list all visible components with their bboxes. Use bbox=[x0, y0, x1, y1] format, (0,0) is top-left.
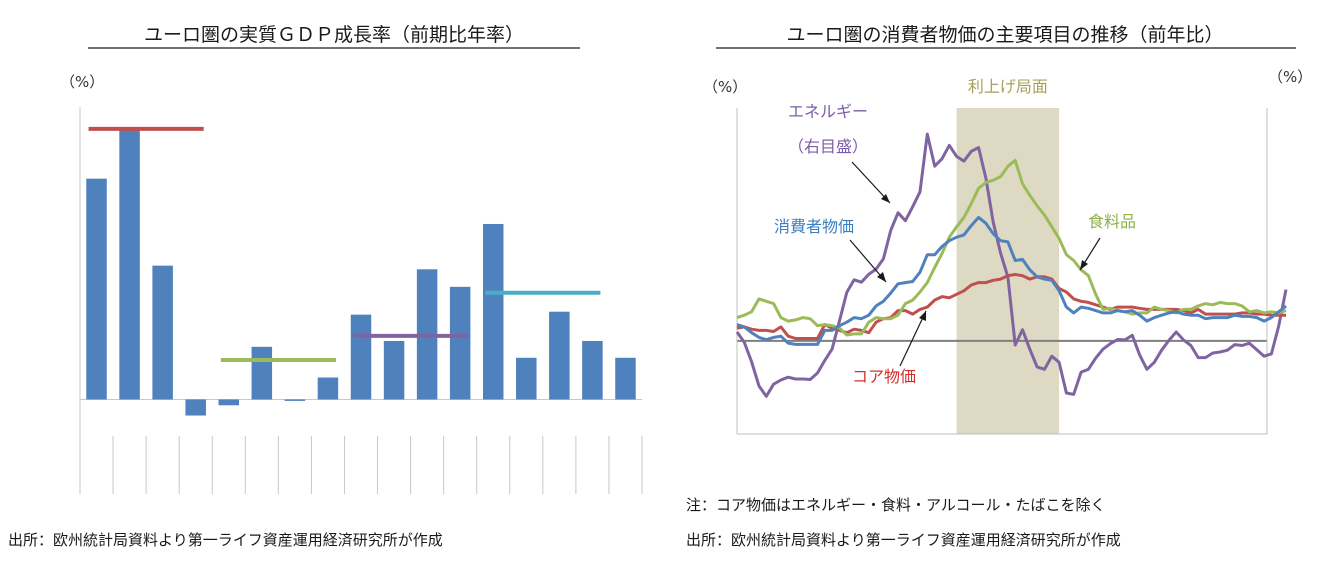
cpi-label: 消費者物価 bbox=[774, 217, 854, 236]
bar-22Q1 bbox=[86, 178, 107, 400]
cpi-arrowhead bbox=[877, 272, 886, 282]
left-unit-label: （%） bbox=[60, 73, 104, 91]
bar-22Q4 bbox=[185, 399, 206, 416]
energy-arrowhead bbox=[881, 194, 890, 203]
food-line bbox=[736, 158, 1287, 337]
right-unit-right: （%） bbox=[1268, 68, 1312, 86]
bar-23Q3 bbox=[284, 399, 306, 401]
food-label: 食料品 bbox=[1088, 212, 1136, 231]
right-chart: ユーロ圏の消費者物価の主要項目の推移（前年比） （%） （%） 利上げ局面 エネ… bbox=[686, 24, 1312, 549]
bar-25Q2 bbox=[516, 357, 537, 400]
right-axes bbox=[736, 108, 1268, 435]
energy-line bbox=[735, 132, 1288, 398]
bar-22Q2 bbox=[119, 130, 140, 400]
bar-26Q1 bbox=[615, 357, 636, 400]
bar-24Q4 bbox=[449, 286, 471, 400]
rate-hike-band bbox=[956, 108, 1060, 434]
left-annual-lines bbox=[88, 126, 601, 362]
core-label: コア物価 bbox=[852, 367, 916, 386]
right-unit-left: （%） bbox=[703, 78, 747, 96]
rate-hike-label: 利上げ局面 bbox=[968, 77, 1048, 96]
left-chart: ユーロ圏の実質ＧＤＰ成長率（前期比年率） （%） 出所：欧州統計局資料より第一ラ… bbox=[8, 24, 643, 549]
right-source: 出所：欧州統計局資料より第一ライフ資産運用経済研究所が作成 bbox=[686, 531, 1121, 549]
right-series-lines bbox=[735, 132, 1288, 398]
bar-25Q3 bbox=[549, 311, 570, 400]
right-note: 注：コア物価はエネルギー・食料・アルコール・たばこを除く bbox=[686, 496, 1106, 514]
energy-label: エネルギー bbox=[788, 102, 868, 121]
rate-hike-shade bbox=[956, 108, 1060, 434]
food-arrowhead bbox=[1080, 260, 1088, 270]
bar-25Q1 bbox=[482, 223, 504, 400]
core-arrow bbox=[899, 310, 927, 367]
energy-axis-note: （右目盛） bbox=[788, 137, 868, 156]
energy-arrow bbox=[851, 161, 891, 204]
left-axes bbox=[79, 107, 643, 494]
bar-22Q3 bbox=[152, 265, 173, 400]
right-chart-title: ユーロ圏の消費者物価の主要項目の推移（前年比） bbox=[786, 24, 1223, 46]
cpi-line bbox=[736, 215, 1287, 346]
bar-23Q1 bbox=[218, 399, 240, 406]
bar-24Q1 bbox=[350, 314, 372, 400]
bar-23Q2 bbox=[251, 346, 273, 400]
left-bars bbox=[86, 130, 636, 416]
left-chart-title: ユーロ圏の実質ＧＤＰ成長率（前期比年率） bbox=[144, 24, 524, 46]
bar-25Q4 bbox=[582, 340, 603, 400]
core-arrowhead bbox=[919, 311, 926, 321]
left-source: 出所：欧州統計局資料より第一ライフ資産運用経済研究所が作成 bbox=[8, 531, 443, 549]
bar-23Q4 bbox=[317, 377, 339, 400]
bar-24Q2 bbox=[383, 340, 405, 400]
